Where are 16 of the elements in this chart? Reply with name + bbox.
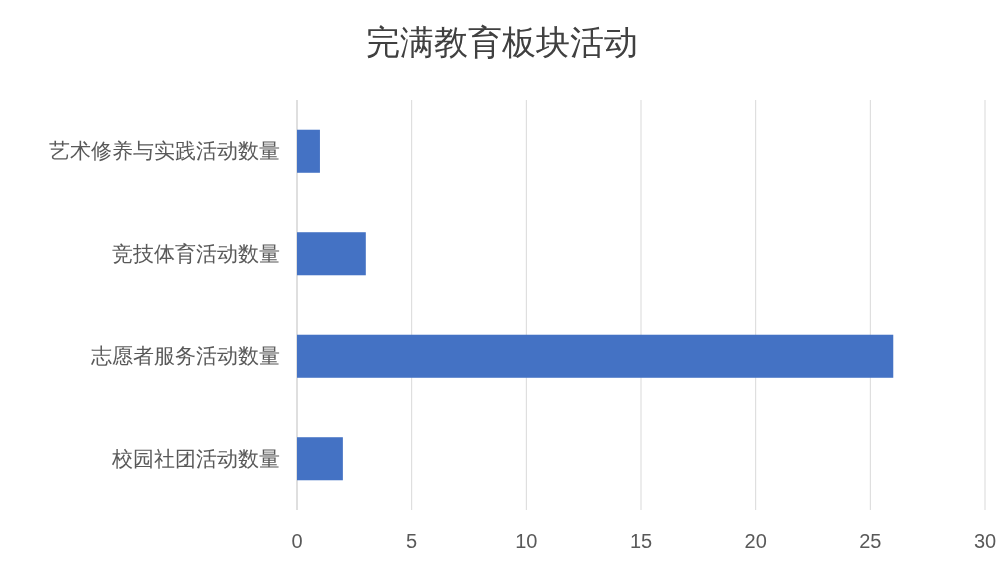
y-tick-label: 校园社团活动数量 [111,446,280,470]
y-tick-label: 志愿者服务活动数量 [91,344,280,368]
x-tick-label: 15 [629,530,653,552]
bar [297,129,320,173]
x-tick-label: 0 [291,530,303,552]
x-tick-label: 10 [515,530,538,552]
bar [297,334,894,378]
x-tick-label: 30 [973,530,997,552]
bar [297,232,366,276]
chart-title: 完满教育板块活动 [366,24,638,61]
bar [297,437,343,481]
x-tick-label: 20 [744,530,767,552]
y-tick-label: 竞技体育活动数量 [112,241,280,265]
x-tick-label: 25 [859,530,882,552]
y-tick-label: 艺术修养与实践活动数量 [49,139,280,163]
x-tick-label: 5 [406,530,418,552]
